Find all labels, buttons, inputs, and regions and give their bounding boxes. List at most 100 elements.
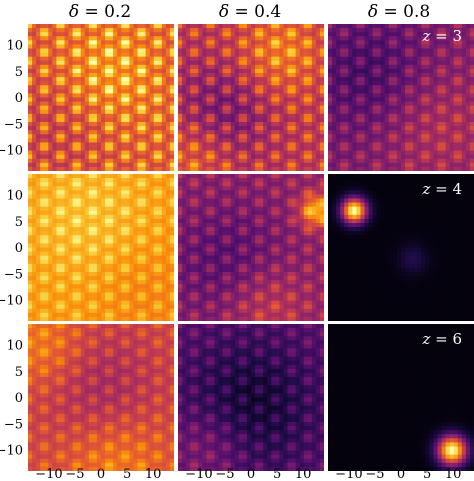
heatmap-cell	[283, 122, 289, 127]
heatmap-cell	[336, 48, 341, 54]
heatmap-cell	[32, 182, 37, 187]
heatmap-cell	[409, 97, 414, 103]
heatmap-cell	[449, 138, 455, 144]
heatmap-cell	[109, 158, 114, 164]
heatmap-cell	[291, 154, 297, 160]
heatmap-cell	[417, 52, 422, 58]
heatmap-cell	[149, 288, 155, 294]
heatmap-cell	[344, 64, 349, 70]
heatmap-cell	[32, 259, 37, 265]
heatmap-cell	[295, 81, 301, 86]
heatmap-cell	[92, 255, 98, 261]
heatmap-cell	[409, 154, 414, 160]
heatmap-cell	[319, 142, 324, 148]
heatmap-cell	[457, 32, 463, 37]
heatmap-cell	[396, 122, 402, 127]
heatmap-cell	[437, 134, 443, 139]
heatmap-cell	[44, 174, 49, 179]
heatmap-cell	[198, 150, 203, 156]
heatmap-cell	[190, 64, 195, 70]
heatmap-cell	[84, 113, 90, 119]
heatmap-cell	[68, 97, 74, 103]
heatmap-cell	[28, 210, 33, 216]
heatmap-cell	[291, 130, 297, 135]
heatmap-cell	[352, 77, 357, 82]
heatmap-cell	[396, 93, 402, 99]
heatmap-cell	[356, 122, 362, 127]
heatmap-cell	[429, 40, 435, 46]
heatmap-cell	[48, 36, 53, 41]
heatmap-cell	[92, 146, 98, 152]
heatmap-cell	[328, 40, 333, 46]
heatmap-cell	[307, 48, 313, 54]
heatmap-cell	[283, 117, 289, 123]
heatmap-cell	[380, 81, 386, 86]
heatmap-cell	[222, 126, 228, 131]
heatmap-cell	[157, 162, 163, 168]
heatmap-cell	[295, 130, 301, 135]
heatmap-cell	[242, 85, 248, 90]
heatmap-cell	[315, 109, 321, 115]
heatmap-cell	[153, 292, 159, 298]
heatmap-cell	[259, 113, 264, 119]
heatmap-cell	[169, 117, 174, 123]
heatmap-cell	[421, 154, 426, 160]
heatmap-cell	[421, 162, 426, 168]
heatmap-cell	[113, 166, 118, 171]
heatmap-cell	[182, 36, 187, 41]
heatmap-cell	[210, 138, 216, 144]
heatmap-cell	[356, 56, 362, 62]
heatmap-cell	[133, 24, 139, 29]
heatmap-cell	[68, 150, 74, 156]
heatmap-cell	[40, 73, 45, 78]
heatmap-cell	[246, 158, 252, 164]
heatmap-cell	[182, 109, 187, 115]
heatmap-cell	[210, 101, 216, 107]
heatmap-cell	[279, 73, 285, 78]
heatmap-cell	[409, 56, 414, 62]
heatmap-cell	[364, 138, 370, 144]
heatmap-cell	[36, 202, 41, 208]
heatmap-cell	[40, 218, 45, 224]
heatmap-cell	[461, 81, 467, 86]
heatmap-cell	[182, 105, 187, 111]
heatmap-cell	[222, 60, 228, 66]
heatmap-cell	[48, 210, 53, 216]
heatmap-cell	[368, 134, 374, 139]
heatmap-cell	[101, 81, 106, 86]
heatmap-cell	[76, 247, 82, 253]
heatmap-cell	[88, 288, 94, 294]
heatmap-cell	[40, 162, 45, 168]
heatmap-cell	[380, 36, 386, 41]
heatmap-cell	[409, 24, 414, 29]
heatmap-cell	[133, 81, 139, 86]
heatmap-cell	[198, 97, 203, 103]
heatmap-cell	[80, 146, 86, 152]
heatmap-cell	[384, 134, 390, 139]
heatmap-cell	[396, 48, 402, 54]
heatmap-cell	[384, 36, 390, 41]
heatmap-cell	[242, 40, 248, 46]
heatmap-cell	[437, 97, 443, 103]
heatmap-cell	[64, 239, 70, 245]
heatmap-cell	[109, 247, 114, 253]
heatmap-cell	[88, 44, 94, 50]
heatmap-cell	[84, 138, 90, 144]
heatmap-cell	[182, 101, 187, 107]
heatmap-cell	[222, 105, 228, 111]
heatmap-cell	[198, 68, 203, 74]
heatmap-cell	[352, 48, 357, 54]
heatmap-cell	[417, 101, 422, 107]
heatmap-cell	[453, 44, 459, 50]
heatmap-cell	[68, 284, 74, 289]
heatmap-cell	[291, 60, 297, 66]
heatmap-cell	[336, 77, 341, 82]
heatmap-cell	[105, 48, 110, 54]
heatmap-cell	[392, 85, 398, 90]
heatmap-cell	[101, 292, 106, 298]
heatmap-cell	[380, 89, 386, 95]
heatmap-cell	[356, 32, 362, 37]
heatmap-cell	[137, 231, 143, 236]
heatmap-cell	[157, 142, 163, 148]
heatmap-cell	[64, 190, 70, 196]
